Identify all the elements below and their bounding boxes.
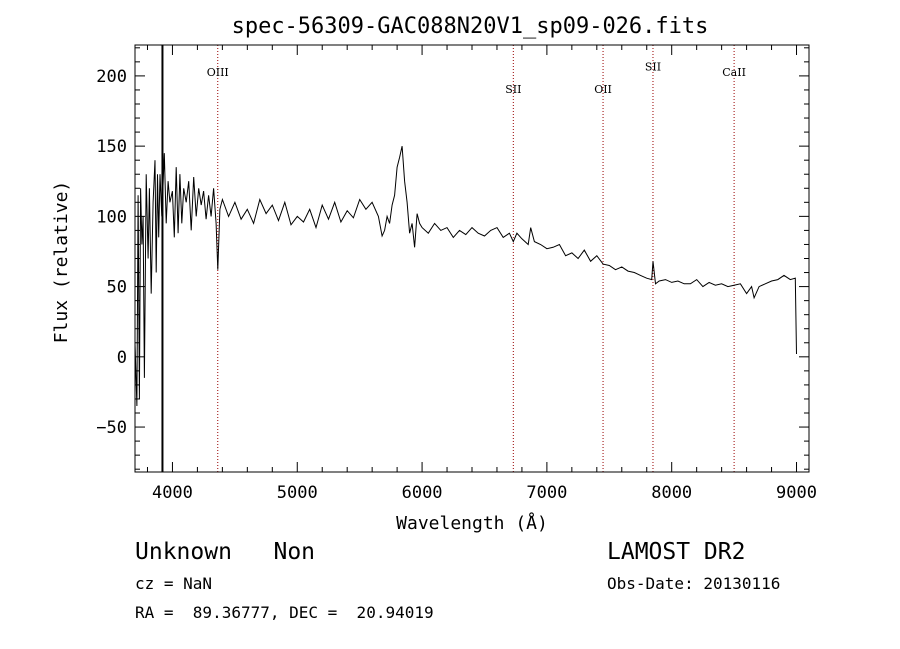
y-axis-label: Flux (relative) xyxy=(51,181,72,344)
line-marker-label: CaII xyxy=(722,66,746,79)
vertical-markers: OIII SII OII SII CaII xyxy=(207,45,746,472)
y-tick-label: 50 xyxy=(107,278,127,298)
redshift-text: cz = NaN xyxy=(135,574,213,593)
y-tick-label: 150 xyxy=(96,137,127,157)
line-marker-label: OII xyxy=(594,83,612,96)
y-tick-label: 100 xyxy=(96,207,127,227)
y-axis: −50 0 50 100 150 200 xyxy=(96,47,809,470)
x-tick-label: 7000 xyxy=(526,483,567,503)
plot-frame xyxy=(134,44,810,473)
y-tick-label: 200 xyxy=(96,67,127,87)
object-classification: Unknown Non xyxy=(135,539,316,565)
line-marker-label: SII xyxy=(505,83,521,96)
chart-title: spec-56309-GAC088N20V1_sp09-026.fits xyxy=(232,14,709,39)
spectrum-line xyxy=(134,145,797,407)
x-tick-label: 9000 xyxy=(776,483,817,503)
spectrum-series xyxy=(134,145,797,407)
y-tick-label: 0 xyxy=(117,348,127,368)
survey-name: LAMOST DR2 xyxy=(607,539,746,565)
x-tick-label: 5000 xyxy=(277,483,318,503)
coordinates-text: RA = 89.36777, DEC = 20.94019 xyxy=(135,603,434,622)
x-axis: 4000 5000 6000 7000 8000 9000 xyxy=(146,45,817,503)
observation-date: Obs-Date: 20130116 xyxy=(607,574,781,593)
x-tick-label: 8000 xyxy=(651,483,692,503)
line-marker-label: SII xyxy=(645,60,661,73)
x-tick-label: 6000 xyxy=(402,483,443,503)
x-axis-label: Wavelength (Å) xyxy=(396,512,548,534)
y-tick-label: −50 xyxy=(96,418,127,438)
x-tick-label: 4000 xyxy=(152,483,193,503)
line-marker-label: OIII xyxy=(207,66,229,79)
